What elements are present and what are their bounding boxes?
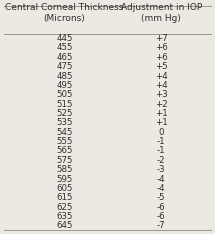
Text: +1: +1 [155,118,168,127]
Text: -2: -2 [157,156,166,165]
Text: +3: +3 [155,90,168,99]
Text: 625: 625 [56,203,73,212]
Text: -6: -6 [157,212,166,221]
Text: 465: 465 [56,53,73,62]
Text: 605: 605 [56,184,73,193]
Text: +4: +4 [155,72,168,80]
Text: -4: -4 [157,184,166,193]
Text: Central Corneal Thickness
(Microns): Central Corneal Thickness (Microns) [5,3,124,23]
Text: 445: 445 [56,34,73,43]
Text: +7: +7 [155,34,168,43]
Text: 0: 0 [158,128,164,137]
Text: 575: 575 [56,156,73,165]
Text: 635: 635 [56,212,73,221]
Text: +4: +4 [155,81,168,90]
Text: 475: 475 [56,62,73,71]
Text: -1: -1 [157,146,166,155]
Text: 495: 495 [56,81,73,90]
Text: -5: -5 [157,193,166,202]
Text: -3: -3 [157,165,166,174]
Text: 455: 455 [56,44,73,52]
Text: 645: 645 [56,221,73,230]
Text: 485: 485 [56,72,73,80]
Text: 535: 535 [56,118,73,127]
Text: +6: +6 [155,53,168,62]
Text: 545: 545 [56,128,73,137]
Text: 585: 585 [56,165,73,174]
Text: -1: -1 [157,137,166,146]
Text: 515: 515 [56,100,73,109]
Text: +5: +5 [155,62,168,71]
Text: -4: -4 [157,175,166,183]
Text: 595: 595 [56,175,73,183]
Text: -6: -6 [157,203,166,212]
Text: Adjustment in IOP
(mm Hg): Adjustment in IOP (mm Hg) [121,3,202,23]
Text: +6: +6 [155,44,168,52]
Text: -7: -7 [157,221,166,230]
Text: 525: 525 [56,109,73,118]
Text: 565: 565 [56,146,73,155]
Text: +1: +1 [155,109,168,118]
Text: +2: +2 [155,100,168,109]
Text: 615: 615 [56,193,73,202]
Text: 505: 505 [56,90,73,99]
Text: 555: 555 [56,137,73,146]
